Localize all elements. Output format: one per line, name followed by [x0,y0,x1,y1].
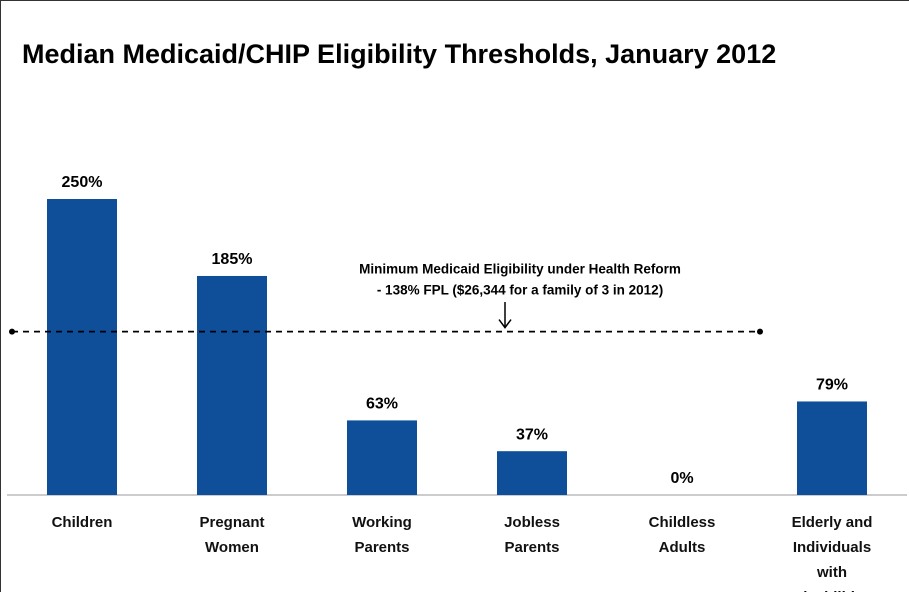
x-tick-label: Jobless Parents [504,514,560,556]
value-label: 185% [212,251,253,268]
value-label: 0% [670,470,693,487]
value-label: 79% [816,377,848,394]
x-tick-label: Pregnant Women [199,514,265,556]
value-label: 250% [62,174,103,191]
annotation-text: Minimum Medicaid Eligibility under Healt… [359,262,681,277]
bar [797,401,867,495]
bar [347,420,417,495]
bar [497,451,567,495]
value-label: 63% [366,396,398,413]
x-tick-label: Working Parents [352,514,412,556]
x-tick-label: Children [51,514,113,531]
bar [47,199,117,495]
threshold-end [9,328,15,335]
threshold-end [757,328,763,335]
annotation-arrowhead [498,319,512,329]
annotation-text: - 138% FPL ($26,344 for a family of 3 in… [377,283,663,298]
value-label: 37% [516,426,548,443]
bar [197,275,267,495]
chart-title: Median Medicaid/CHIP Eligibility Thresho… [22,39,776,69]
x-tick-label: Elderly and Individuals with Disabilitie… [791,514,873,592]
x-tick-label: Childless Adults [648,514,716,556]
